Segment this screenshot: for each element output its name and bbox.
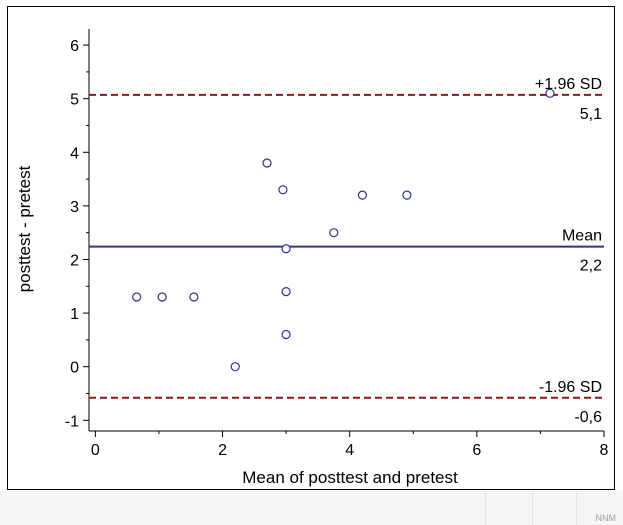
data-point — [281, 329, 291, 340]
y-tick-label: 3 — [70, 199, 79, 216]
data-point — [545, 88, 555, 98]
x-tick-label: 4 — [345, 442, 354, 459]
bottom-strip: NNM — [0, 491, 623, 525]
x-tick-label: 2 — [218, 442, 227, 459]
reference-line-value: -0,6 — [574, 409, 602, 426]
data-point — [281, 244, 291, 254]
x-tick-label: 6 — [472, 442, 481, 459]
data-point — [189, 292, 199, 302]
data-point — [402, 190, 412, 200]
data-point — [329, 228, 339, 238]
data-point — [278, 185, 288, 195]
x-tick-label: 0 — [91, 442, 100, 459]
strip-cell — [485, 491, 533, 525]
y-tick-label: 5 — [70, 92, 79, 109]
reference-line-label: Mean — [562, 228, 602, 245]
data-point — [230, 362, 240, 372]
y-tick-label: 1 — [70, 306, 79, 323]
axes: -1 0 1 2 3 4 5 6 0 2 4 6 8 — [65, 29, 609, 459]
bland-altman-plot: -1 0 1 2 3 4 5 6 0 2 4 6 8 +1.96 SD 5,1 Mean 2,2 -1.96 S… — [15, 29, 609, 487]
y-tick-label: 4 — [70, 145, 79, 162]
reference-line-value: 5,1 — [580, 106, 602, 123]
reference-lines: +1.96 SD 5,1 Mean 2,2 -1.96 SD -0,6 — [89, 76, 604, 426]
data-point — [132, 292, 142, 302]
strip-cell — [532, 491, 577, 525]
chart-frame: -1 0 1 2 3 4 5 6 0 2 4 6 8 +1.96 SD 5,1 Mean 2,2 -1.96 S… — [7, 6, 615, 490]
data-point — [357, 190, 367, 200]
data-point — [281, 287, 291, 297]
y-tick-label: 2 — [70, 252, 79, 269]
data-point — [157, 292, 167, 302]
reference-line-value: 2,2 — [580, 258, 602, 275]
reference-line-label: -1.96 SD — [539, 379, 602, 396]
y-tick-label: 0 — [70, 360, 79, 377]
y-tick-label: -1 — [65, 413, 79, 430]
strip-cell-text: NNM — [595, 513, 617, 523]
y-tick-label: 6 — [70, 38, 79, 55]
data-points — [132, 88, 555, 372]
x-axis-label: Mean of posttest and pretest — [242, 468, 458, 487]
data-point — [262, 158, 272, 168]
strip-cell: NNM — [576, 491, 623, 525]
reference-line-label: +1.96 SD — [535, 76, 602, 93]
x-tick-label: 8 — [600, 442, 609, 459]
y-axis-label: posttest - pretest — [15, 165, 34, 292]
